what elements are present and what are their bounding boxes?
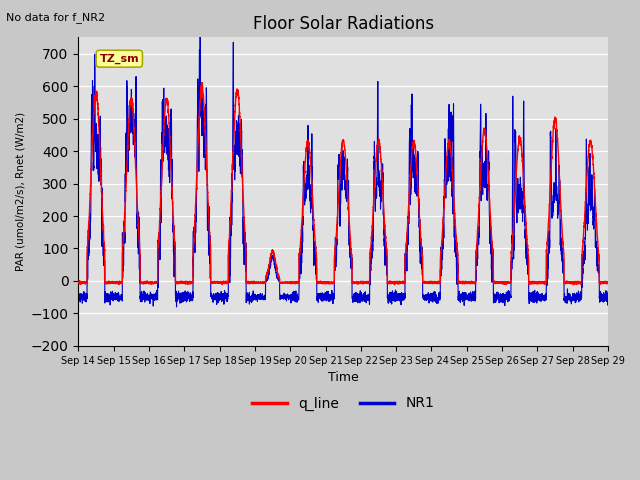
Text: TZ_sm: TZ_sm (99, 54, 139, 64)
Legend: q_line, NR1: q_line, NR1 (246, 391, 440, 416)
q_line (433, 279, 440, 285)
NR1 (433, 294, 440, 300)
q_line (323, 279, 331, 285)
NR1 (604, 288, 612, 294)
NR1 (170, 249, 177, 255)
q_line (604, 279, 612, 285)
Text: No data for f_NR2: No data for f_NR2 (6, 12, 106, 23)
q_line (74, 280, 82, 286)
q_line (198, 80, 206, 85)
Line: NR1: NR1 (78, 22, 608, 307)
Title: Floor Solar Radiations: Floor Solar Radiations (253, 15, 434, 33)
Line: q_line: q_line (78, 83, 608, 285)
NR1 (173, 304, 180, 310)
q_line (492, 279, 500, 285)
NR1 (324, 293, 332, 299)
NR1 (492, 298, 500, 303)
q_line (462, 280, 470, 286)
NR1 (462, 292, 470, 298)
NR1 (74, 293, 82, 299)
X-axis label: Time: Time (328, 371, 358, 384)
q_line (170, 218, 177, 224)
q_line (391, 282, 399, 288)
NR1 (196, 19, 204, 24)
Y-axis label: PAR (umol/m2/s), Rnet (W/m2): PAR (umol/m2/s), Rnet (W/m2) (15, 112, 25, 271)
q_line (604, 280, 611, 286)
NR1 (604, 292, 611, 298)
